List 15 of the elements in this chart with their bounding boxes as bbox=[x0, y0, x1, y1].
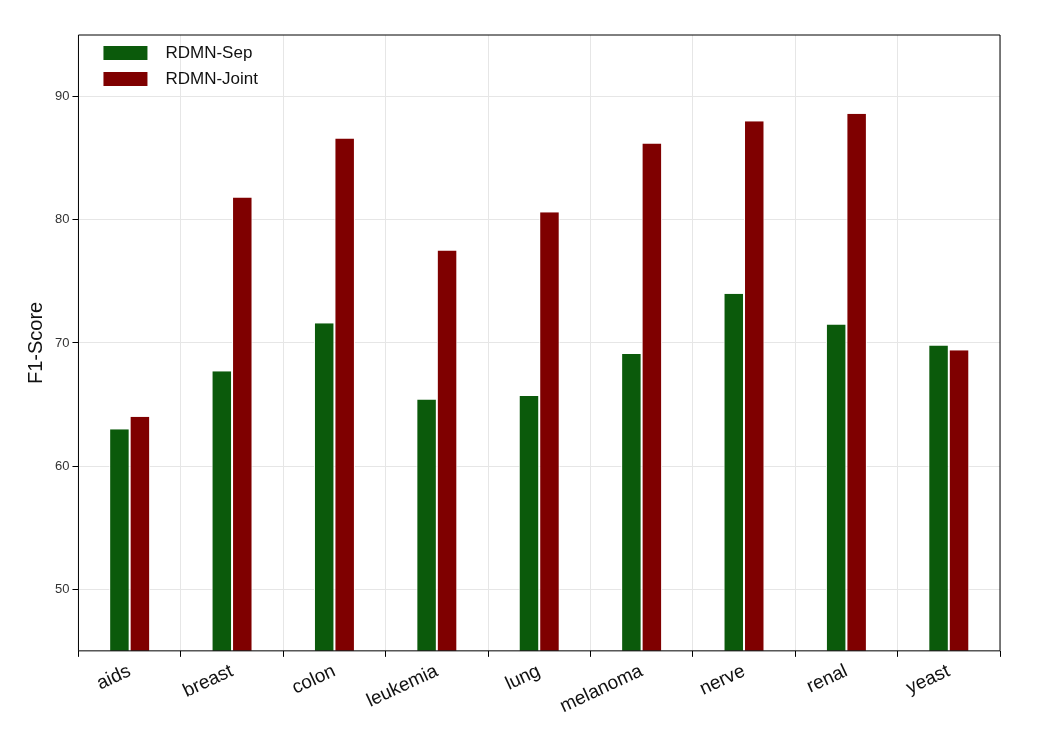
x-tick-label: nerve bbox=[695, 659, 748, 699]
y-tick-label: 80 bbox=[54, 211, 70, 227]
y-tick-label: 60 bbox=[54, 457, 70, 473]
x-tick-label: colon bbox=[288, 659, 339, 698]
y-tick-label: 90 bbox=[54, 88, 70, 104]
legend-label: RDMN-Sep bbox=[165, 42, 253, 62]
x-tick-label: yeast bbox=[902, 659, 954, 698]
x-tick-label: renal bbox=[803, 659, 851, 697]
y-axis-title: F1-Score bbox=[23, 301, 46, 385]
y-tick-label: 50 bbox=[54, 580, 70, 596]
legend-label: RDMN-Joint bbox=[165, 68, 259, 88]
x-tick-label: aids bbox=[93, 659, 134, 694]
x-tick-label: breast bbox=[179, 659, 237, 701]
x-tick-label: lung bbox=[501, 659, 544, 694]
y-tick-label: 70 bbox=[54, 334, 70, 350]
